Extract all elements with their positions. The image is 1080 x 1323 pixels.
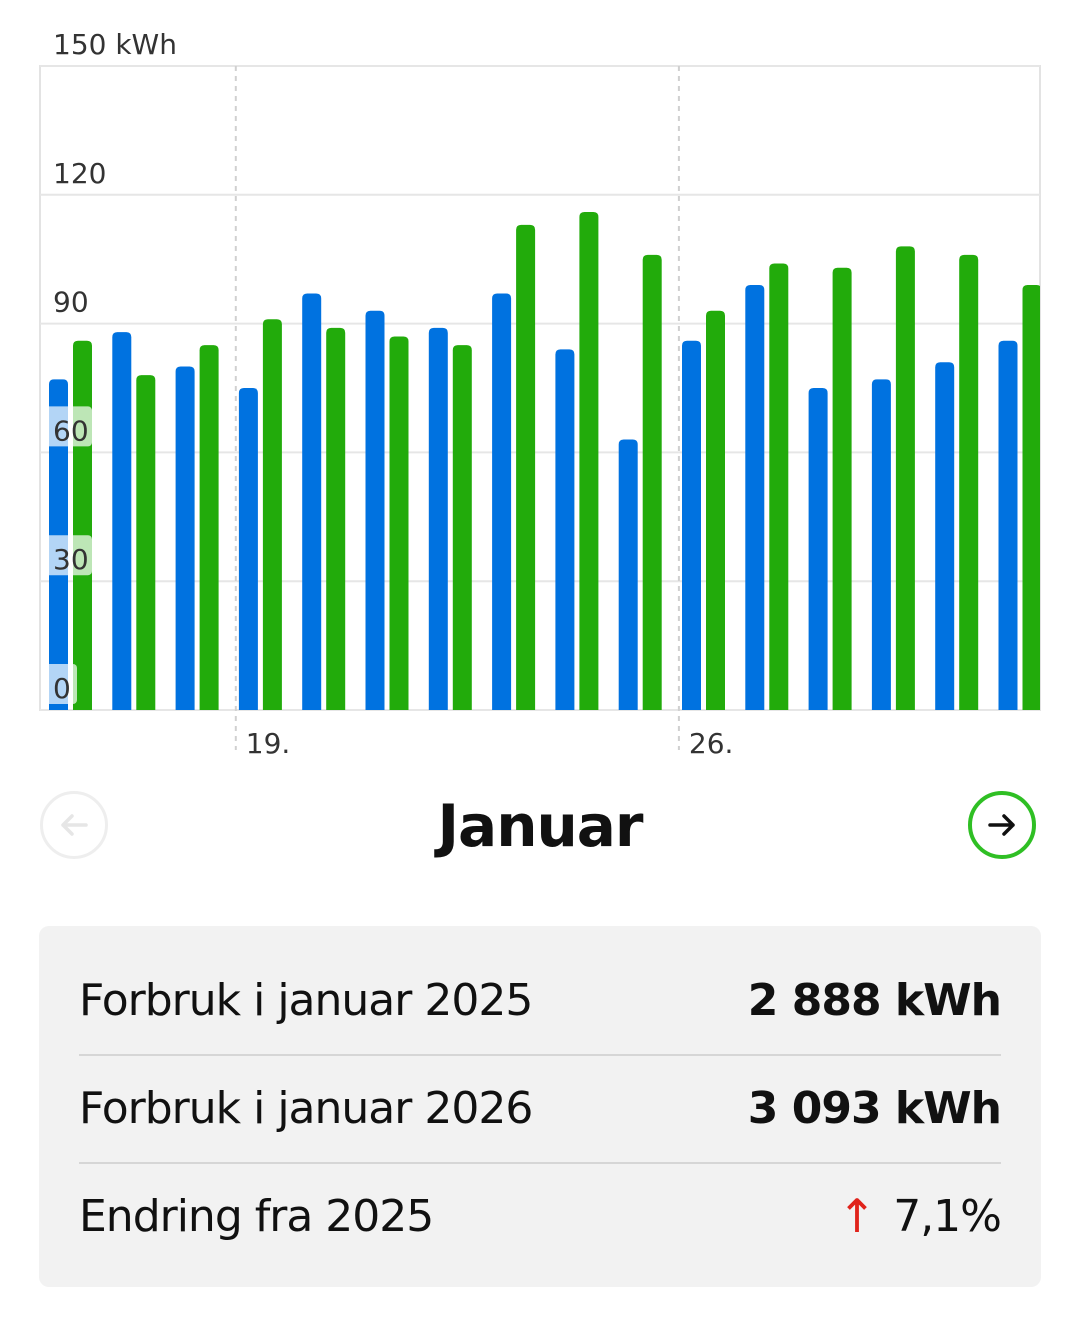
x-tick-label: 26. bbox=[689, 727, 734, 760]
bar bbox=[808, 388, 828, 710]
change-percent: 7,1% bbox=[893, 1190, 1002, 1242]
bar bbox=[769, 263, 789, 710]
y-tick: 60 bbox=[44, 406, 92, 447]
y-tick-background bbox=[44, 535, 92, 576]
change-value: ↑ 7,1% bbox=[837, 1189, 1002, 1243]
bar bbox=[1022, 284, 1040, 710]
bar bbox=[682, 340, 701, 710]
previous-month-button[interactable] bbox=[40, 791, 108, 859]
bar bbox=[389, 336, 409, 710]
summary-value: 2 888 kWh bbox=[747, 974, 1002, 1026]
y-tick-label: 30 bbox=[53, 543, 89, 576]
bar bbox=[428, 327, 448, 710]
y-tick-background bbox=[44, 148, 107, 189]
bar bbox=[618, 439, 638, 710]
y-tick: 30 bbox=[44, 535, 92, 576]
bar bbox=[365, 310, 385, 710]
bar bbox=[452, 345, 472, 710]
y-tick: 90 bbox=[44, 277, 92, 319]
summary-row-change: Endring fra 2025 ↑ 7,1% bbox=[79, 1162, 1002, 1270]
y-tick-label: 150 kWh bbox=[53, 28, 177, 61]
x-tick-label: 19. bbox=[246, 727, 291, 760]
bar bbox=[832, 267, 852, 710]
bar bbox=[959, 254, 979, 710]
y-tick-label: 0 bbox=[53, 672, 71, 705]
bar bbox=[73, 340, 92, 710]
bar bbox=[935, 362, 955, 710]
bar bbox=[706, 310, 725, 710]
y-tick-background bbox=[44, 664, 77, 704]
consumption-summary-card: Forbruk i januar 2025 2 888 kWh Forbruk … bbox=[39, 926, 1041, 1287]
bar bbox=[302, 293, 322, 710]
bars bbox=[49, 211, 1040, 710]
bar bbox=[998, 340, 1018, 710]
y-tick-background bbox=[44, 406, 92, 447]
summary-row-2026: Forbruk i januar 2026 3 093 kWh bbox=[79, 1054, 1002, 1164]
next-month-button[interactable] bbox=[968, 791, 1036, 859]
bar bbox=[555, 349, 575, 710]
arrow-right-icon bbox=[988, 814, 1015, 836]
y-tick-label: 120 bbox=[53, 157, 106, 190]
bar bbox=[492, 293, 512, 710]
summary-label: Endring fra 2025 bbox=[79, 1190, 434, 1242]
y-tick-background bbox=[44, 277, 92, 318]
y-tick-background bbox=[44, 20, 167, 60]
bar bbox=[238, 388, 258, 710]
bar bbox=[579, 211, 599, 710]
summary-value: 3 093 kWh bbox=[747, 1082, 1002, 1134]
y-tick: 150 kWh bbox=[44, 20, 177, 61]
bar bbox=[199, 345, 219, 710]
month-title: Januar bbox=[437, 792, 643, 860]
bar bbox=[112, 332, 132, 710]
consumption-chart: 0 30 60 90 120 150 kWh 19. 26. bbox=[39, 20, 1041, 760]
summary-label: Forbruk i januar 2026 bbox=[79, 1082, 533, 1134]
bar bbox=[895, 246, 915, 710]
y-tick: 0 bbox=[44, 664, 77, 705]
bar bbox=[326, 327, 346, 710]
bar bbox=[516, 224, 536, 710]
bar bbox=[745, 284, 765, 710]
y-tick-label: 60 bbox=[53, 414, 89, 447]
bar bbox=[642, 254, 662, 710]
y-tick: 120 bbox=[44, 148, 107, 190]
summary-row-2025: Forbruk i januar 2025 2 888 kWh bbox=[79, 946, 1002, 1056]
bar bbox=[871, 379, 891, 710]
arrow-left-icon bbox=[61, 814, 88, 836]
bar bbox=[175, 366, 195, 710]
y-tick-label: 90 bbox=[53, 286, 89, 319]
bar bbox=[262, 319, 282, 710]
summary-label: Forbruk i januar 2025 bbox=[79, 974, 533, 1026]
arrow-up-icon: ↑ bbox=[837, 1189, 877, 1243]
bar bbox=[136, 375, 156, 710]
